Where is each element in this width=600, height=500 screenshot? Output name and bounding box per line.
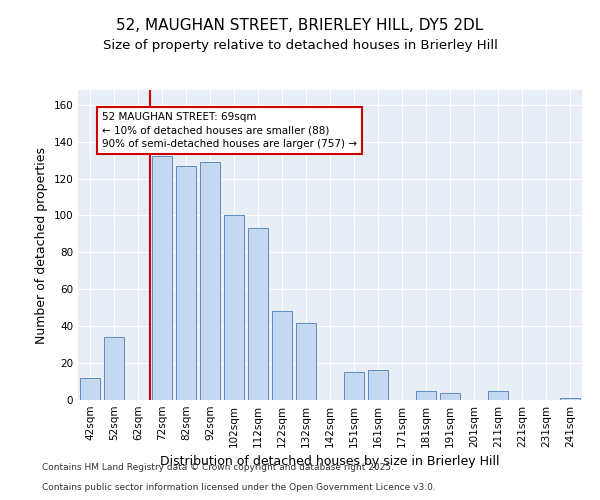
X-axis label: Distribution of detached houses by size in Brierley Hill: Distribution of detached houses by size … xyxy=(160,456,500,468)
Text: Contains public sector information licensed under the Open Government Licence v3: Contains public sector information licen… xyxy=(42,484,436,492)
Bar xyxy=(152,156,172,400)
Bar xyxy=(224,216,244,400)
Bar xyxy=(176,166,196,400)
Bar xyxy=(416,391,436,400)
Y-axis label: Number of detached properties: Number of detached properties xyxy=(35,146,48,344)
Bar xyxy=(104,338,124,400)
Bar xyxy=(248,228,268,400)
Bar xyxy=(200,162,220,400)
Bar xyxy=(272,312,292,400)
Bar xyxy=(80,378,100,400)
Bar xyxy=(344,372,364,400)
Text: 52, MAUGHAN STREET, BRIERLEY HILL, DY5 2DL: 52, MAUGHAN STREET, BRIERLEY HILL, DY5 2… xyxy=(116,18,484,32)
Bar xyxy=(488,391,508,400)
Text: Contains HM Land Registry data © Crown copyright and database right 2025.: Contains HM Land Registry data © Crown c… xyxy=(42,464,394,472)
Bar xyxy=(296,322,316,400)
Bar xyxy=(440,392,460,400)
Text: Size of property relative to detached houses in Brierley Hill: Size of property relative to detached ho… xyxy=(103,40,497,52)
Bar xyxy=(560,398,580,400)
Bar xyxy=(368,370,388,400)
Text: 52 MAUGHAN STREET: 69sqm
← 10% of detached houses are smaller (88)
90% of semi-d: 52 MAUGHAN STREET: 69sqm ← 10% of detach… xyxy=(102,112,357,148)
